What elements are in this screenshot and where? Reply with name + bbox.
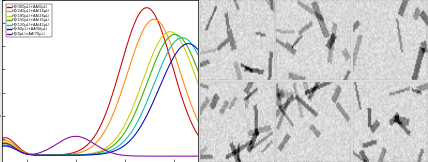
HQ(180μL)+AA(28μL) (198, 89, 203, 91)
HQ(0μL)+AA(70μL) (117, 154, 122, 156)
HQ(240μL)+AA(14μL) (51, 154, 56, 156)
HQ(60μL)+AA(56μL) (132, 134, 137, 136)
HQ(60μL)+AA(56μL) (198, 52, 203, 54)
HQ(180μL)+AA(28μL) (0, 142, 5, 144)
HQ(150μL)+AA(35μL) (90, 153, 95, 155)
HQ(60μL)+AA(56μL) (35, 154, 40, 156)
HQ(240μL)+AA(14μL) (151, 18, 156, 20)
HQ(240μL)+AA(14μL) (35, 154, 40, 156)
HQ(240μL)+AA(14μL) (90, 145, 95, 147)
HQ(120μL)+AA(42μL) (0, 145, 5, 146)
HQ(300μL)+AA(0μL) (90, 139, 95, 140)
HQ(150μL)+AA(35μL) (117, 139, 122, 140)
HQ(60μL)+AA(56μL) (186, 43, 191, 45)
HQ(0μL)+AA(70μL) (132, 155, 137, 157)
HQ(120μL)+AA(42μL) (132, 125, 137, 127)
HQ(150μL)+AA(35μL) (0, 143, 5, 145)
Line: HQ(300μL)+AA(0μL): HQ(300μL)+AA(0μL) (2, 8, 201, 155)
HQ(300μL)+AA(0μL) (150, 10, 155, 12)
HQ(300μL)+AA(0μL) (198, 138, 203, 140)
Line: HQ(0μL)+AA(70μL): HQ(0μL)+AA(70μL) (2, 136, 201, 156)
HQ(150μL)+AA(35μL) (48, 154, 53, 156)
HQ(60μL)+AA(56μL) (0, 145, 5, 147)
HQ(180μL)+AA(28μL) (51, 154, 56, 156)
HQ(240μL)+AA(14μL) (198, 125, 203, 127)
HQ(300μL)+AA(0μL) (0, 137, 5, 139)
HQ(180μL)+AA(28μL) (167, 31, 172, 33)
Line: HQ(180μL)+AA(28μL): HQ(180μL)+AA(28μL) (2, 32, 201, 155)
HQ(150μL)+AA(35μL) (35, 154, 40, 156)
HQ(60μL)+AA(56μL) (117, 148, 122, 150)
HQ(240μL)+AA(14μL) (117, 96, 122, 98)
HQ(300μL)+AA(0μL) (132, 21, 137, 23)
HQ(120μL)+AA(42μL) (149, 88, 155, 90)
HQ(60μL)+AA(56μL) (90, 154, 95, 156)
HQ(180μL)+AA(28μL) (90, 152, 95, 154)
HQ(150μL)+AA(35μL) (149, 69, 155, 71)
HQ(150μL)+AA(35μL) (198, 76, 203, 78)
HQ(240μL)+AA(14μL) (43, 154, 48, 156)
HQ(60μL)+AA(56μL) (51, 154, 56, 156)
HQ(0μL)+AA(70μL) (90, 142, 95, 144)
HQ(0μL)+AA(70μL) (73, 135, 78, 137)
HQ(120μL)+AA(42μL) (49, 154, 54, 156)
HQ(120μL)+AA(42μL) (117, 145, 122, 146)
Legend: HQ(300μL)+AA(0μL), HQ(240μL)+AA(14μL), HQ(180μL)+AA(28μL), HQ(150μL)+AA(35μL), H: HQ(300μL)+AA(0μL), HQ(240μL)+AA(14μL), H… (6, 4, 51, 37)
HQ(60μL)+AA(56μL) (50, 154, 55, 156)
HQ(240μL)+AA(14μL) (0, 140, 5, 142)
HQ(300μL)+AA(0μL) (35, 154, 40, 156)
HQ(300μL)+AA(0μL) (42, 154, 47, 156)
HQ(300μL)+AA(0μL) (51, 154, 56, 156)
HQ(150μL)+AA(35μL) (51, 154, 56, 156)
Line: HQ(150μL)+AA(35μL): HQ(150μL)+AA(35μL) (2, 35, 201, 155)
HQ(180μL)+AA(28μL) (117, 133, 122, 135)
HQ(180μL)+AA(28μL) (132, 101, 137, 103)
HQ(120μL)+AA(42μL) (51, 154, 56, 156)
HQ(180μL)+AA(28μL) (149, 56, 155, 58)
HQ(60μL)+AA(56μL) (149, 104, 155, 106)
HQ(0μL)+AA(70μL) (51, 145, 56, 147)
HQ(240μL)+AA(14μL) (149, 19, 155, 21)
HQ(0μL)+AA(70μL) (35, 152, 40, 154)
Line: HQ(240μL)+AA(14μL): HQ(240μL)+AA(14μL) (2, 19, 201, 155)
HQ(120μL)+AA(42μL) (35, 154, 40, 156)
HQ(120μL)+AA(42μL) (90, 154, 95, 156)
HQ(120μL)+AA(42μL) (180, 37, 185, 39)
HQ(120μL)+AA(42μL) (198, 59, 203, 61)
HQ(0μL)+AA(70μL) (0, 143, 5, 145)
HQ(150μL)+AA(35μL) (132, 112, 137, 114)
HQ(300μL)+AA(0μL) (117, 70, 122, 72)
Line: HQ(60μL)+AA(56μL): HQ(60μL)+AA(56μL) (2, 44, 201, 155)
HQ(150μL)+AA(35μL) (172, 34, 177, 35)
Line: HQ(120μL)+AA(42μL): HQ(120μL)+AA(42μL) (2, 38, 201, 155)
HQ(0μL)+AA(70μL) (149, 155, 155, 157)
HQ(300μL)+AA(0μL) (144, 7, 149, 9)
HQ(180μL)+AA(28μL) (47, 154, 52, 156)
HQ(240μL)+AA(14μL) (132, 49, 137, 51)
HQ(0μL)+AA(70μL) (198, 155, 203, 157)
HQ(180μL)+AA(28μL) (35, 154, 40, 156)
